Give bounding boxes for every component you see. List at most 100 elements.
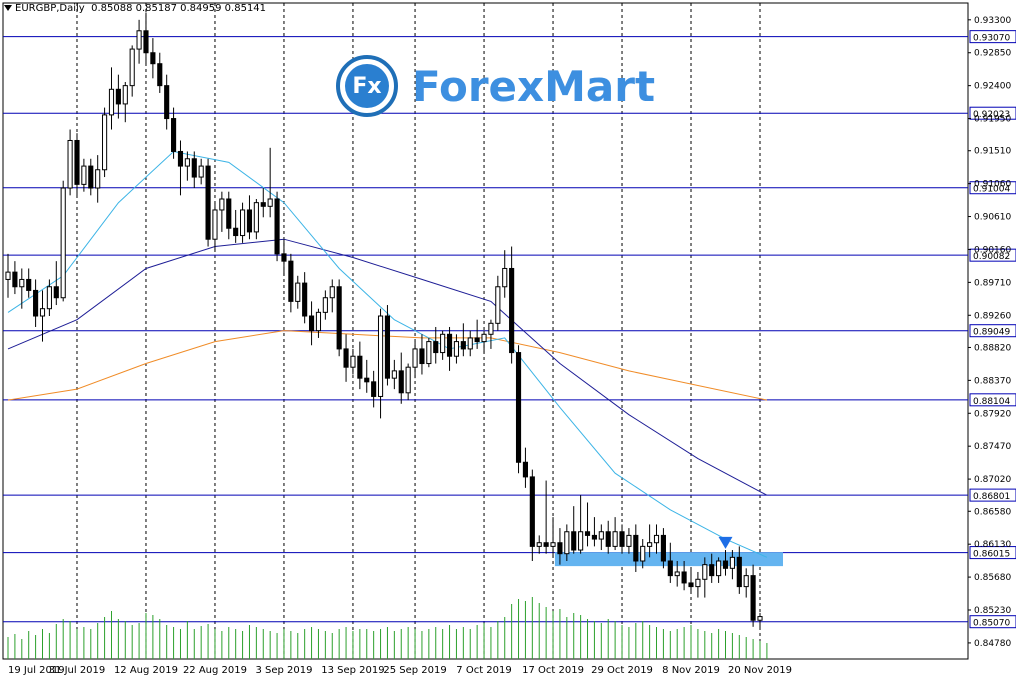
candle-body [412,348,418,368]
level-price-box [969,615,1016,629]
ma-fast-line [7,150,768,558]
candle-body [274,198,280,255]
candle-body [12,271,18,288]
candle-body [433,341,439,354]
price-tick-label: 0.91510 [974,147,1011,157]
candle-body [564,531,570,555]
candle-body [550,542,556,547]
candle-body [647,542,653,547]
candle-body [357,355,363,379]
candle-body [605,531,611,547]
candle-body [612,531,618,547]
candle-body [405,366,411,394]
candle-body [736,556,742,588]
candle-body [419,348,425,365]
candle-body [502,267,508,288]
level-price-box [969,324,1016,338]
candle-body [377,315,384,397]
candle-body [757,616,763,621]
price-tick-label: 0.87470 [974,442,1011,452]
horizontal-levels [3,36,968,623]
candle-body [688,582,694,588]
candle-body [481,333,487,343]
candle-body [88,165,94,189]
candle-body [633,534,639,562]
candle-body [336,286,342,350]
candle-body [177,150,184,167]
candle-body [653,534,660,544]
level-price-label: 0.86801 [973,492,1010,502]
candle-body [288,260,294,302]
level-price-label: 0.85070 [973,619,1010,629]
price-tick-label: 0.86580 [974,507,1011,517]
watermark-text: ForexMart [412,61,656,111]
candle-body [281,253,287,262]
candle-body [143,30,149,54]
candle-body [695,578,701,588]
date-tick-label: 3 Sep 2019 [255,665,312,676]
price-tick-label: 0.85680 [974,573,1011,583]
level-price-box [969,488,1016,502]
candle-body [364,377,370,383]
candle-body [474,337,480,343]
price-tick-label: 0.92850 [974,49,1011,59]
candle-body [129,48,135,87]
candle-body [81,165,87,185]
date-tick-label: 7 Oct 2019 [456,665,511,676]
candle-body [440,333,446,354]
candle-body [571,531,577,551]
date-tick-label: 19 Jul 2019 [8,665,65,676]
candle-body [709,564,715,577]
level-price-box [969,546,1016,560]
candle-body [108,88,115,116]
candle-body [453,341,460,357]
candle-body [302,282,308,317]
candle-body [398,370,404,394]
candle-body [95,169,101,189]
candle-body [543,542,549,547]
candle-body [67,139,73,189]
price-tick-label: 0.88820 [974,343,1011,353]
candle-body [750,575,756,621]
candle-body [246,209,253,233]
candle-body [515,352,522,463]
candle-body [343,348,349,368]
dropdown-triangle-icon[interactable] [4,5,12,11]
candle-body [260,202,266,207]
candle-body [371,381,377,397]
price-tick-label: 0.92400 [974,82,1011,92]
price-axis: 0.93070 0.92023 0.91004 0.90082 0.89049 0.881… [968,16,1016,649]
candle-body [205,165,211,240]
candle-body [150,52,156,65]
candle-body [522,461,529,478]
fx-badge-icon: Fx [336,55,398,117]
level-price-label: 0.93070 [973,34,1010,44]
candle-body [350,355,356,368]
candle-body [495,286,501,324]
candle-body [267,198,273,207]
ma-slow-line [7,238,768,496]
candle-body [171,118,177,152]
candle-body [584,531,591,536]
price-tick-label: 0.89710 [974,278,1011,288]
candle-body [536,542,542,547]
candle-body [578,531,584,551]
candle-body [729,556,735,569]
candle-body [115,88,121,105]
chart-header: EURGBP,Daily 0.85088 0.85187 0.84959 0.8… [4,3,266,14]
candle-body [122,85,128,105]
candle-body [53,286,59,299]
candle-body [315,311,322,332]
price-tick-label: 0.91060 [974,180,1011,190]
date-tick-label: 12 Aug 2019 [114,665,178,676]
candle-body [33,289,39,317]
price-tick-label: 0.89260 [974,311,1011,321]
date-tick-label: 31 Jul 2019 [49,665,106,676]
level-price-box [969,248,1016,262]
candle-body [384,315,391,379]
candle-body [295,282,301,302]
candle-body [391,370,397,379]
price-tick-label: 0.93300 [974,16,1011,26]
level-price-box [969,181,1016,195]
